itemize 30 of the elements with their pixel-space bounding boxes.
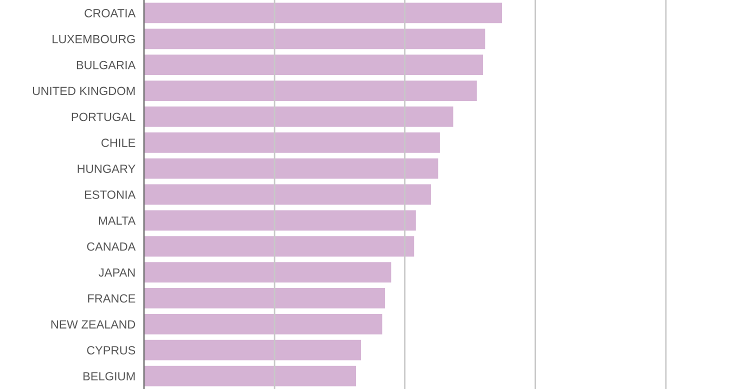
bar <box>144 338 362 362</box>
bar <box>144 182 432 206</box>
y-tick-label: ESTONIA <box>85 190 136 199</box>
bar <box>144 105 455 128</box>
bar <box>144 1 504 25</box>
bar <box>144 260 393 284</box>
bar <box>144 79 478 102</box>
bar <box>144 208 418 232</box>
y-tick-label: BULGARIA <box>76 60 136 70</box>
bar <box>144 156 440 180</box>
y-tick-label: CANADA <box>87 242 136 251</box>
y-tick-label: LUXEMBOURG <box>52 34 135 44</box>
bar <box>144 286 386 310</box>
y-tick-label: JAPAN <box>98 268 135 277</box>
bar <box>144 234 416 258</box>
y-tick-label: UNITED KINGDOM <box>32 86 135 96</box>
y-tick-label: CHILE <box>101 138 136 148</box>
y-tick-label: MALTA <box>99 216 136 225</box>
bar <box>144 364 358 388</box>
y-tick-label: CROATIA <box>84 9 136 18</box>
y-tick-label: BELGIUM <box>84 372 135 380</box>
bar <box>144 53 484 76</box>
y-tick-label: PORTUGAL <box>72 112 136 122</box>
y-tick-label: FRANCE <box>88 294 136 303</box>
y-tick-label: NEW ZEALAND <box>51 320 136 328</box>
bar <box>144 312 384 336</box>
y-tick-label: CYPRUS <box>87 346 136 354</box>
y-tick-label: HUNGARY <box>78 164 136 173</box>
bar <box>144 131 442 154</box>
bar <box>144 27 487 50</box>
